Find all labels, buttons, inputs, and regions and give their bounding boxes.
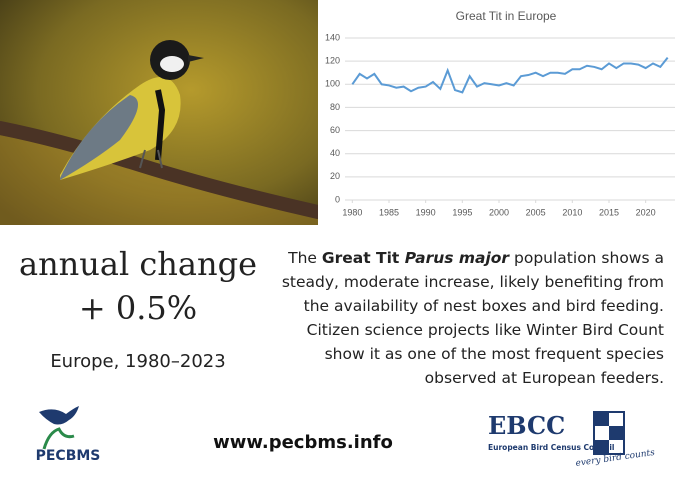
headline-scope: Europe, 1980–2023 (50, 351, 226, 372)
ebcc-logo: EBCC European Bird Census Council every … (488, 411, 656, 469)
data-line (351, 57, 669, 94)
description-line: observed at European feeders. (424, 369, 664, 387)
y-tick-label: 20 (330, 171, 340, 181)
x-tick-label: 2005 (526, 207, 546, 217)
chart-background (320, 0, 680, 225)
chart-title: Great Tit in Europe (456, 9, 557, 23)
x-tick-label: 1995 (452, 207, 472, 217)
x-tick-label: 1985 (379, 207, 399, 217)
y-tick-label: 0 (335, 194, 340, 204)
headline-value: + 0.5% (78, 289, 198, 327)
pecbms-logo: PECBMS (36, 406, 101, 464)
y-tick-label: 120 (325, 56, 340, 66)
x-tick-label: 2020 (636, 207, 656, 217)
y-tick-label: 140 (325, 32, 340, 42)
x-tick-label: 1990 (416, 207, 436, 217)
y-tick-label: 80 (330, 102, 340, 112)
y-tick-label: 40 (330, 148, 340, 158)
text: The (288, 249, 322, 267)
text: population shows a (509, 249, 664, 267)
description-line: the availability of nest boxes and bird … (303, 297, 664, 315)
description-line: steady, moderate increase, likely benefi… (281, 273, 664, 291)
y-tick-label: 100 (325, 79, 340, 89)
species-name: Great Tit (321, 249, 405, 267)
logo-name: European Bird Census Council (488, 443, 614, 452)
url[interactable]: www.pecbms.info (213, 432, 393, 453)
description-line: The Great Tit Parus major population sho… (264, 246, 664, 270)
description: The Great Tit Parus major population sho… (264, 246, 664, 390)
chart: Great Tit in Europe 0 20 40 60 80 100 120 140 19… (320, 0, 680, 225)
y-tick-label: 60 (330, 125, 340, 135)
description-line: show it as one of the most frequent spec… (324, 345, 664, 363)
x-tick-label: 2010 (562, 207, 582, 217)
latin-name: Parus major (404, 249, 510, 267)
x-tick-label: 1980 (342, 207, 362, 217)
headline-label: annual change (18, 245, 258, 283)
bird-photo (0, 0, 318, 225)
logo-text: PECBMS (36, 448, 101, 464)
logo-text: EBCC (488, 411, 565, 440)
x-tick-label: 2015 (599, 207, 619, 217)
x-tick-label: 2000 (489, 207, 509, 217)
description-line: Citizen science projects like Winter Bir… (306, 321, 664, 339)
